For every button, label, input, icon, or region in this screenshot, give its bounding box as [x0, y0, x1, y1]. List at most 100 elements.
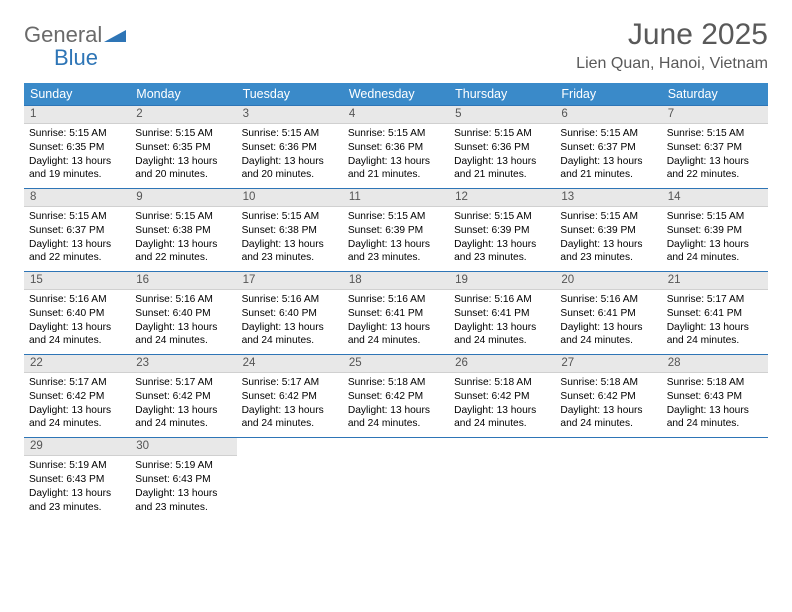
- sunrise-line: Sunrise: 5:16 AM: [135, 294, 213, 305]
- sunrise-line: Sunrise: 5:15 AM: [560, 211, 638, 222]
- day-content-cell: Sunrise: 5:15 AMSunset: 6:36 PMDaylight:…: [237, 124, 343, 189]
- day-content-cell: Sunrise: 5:18 AMSunset: 6:42 PMDaylight:…: [449, 373, 555, 438]
- sunrise-line: Sunrise: 5:17 AM: [242, 377, 320, 388]
- day-content-cell: Sunrise: 5:16 AMSunset: 6:41 PMDaylight:…: [449, 290, 555, 355]
- day-content-cell: Sunrise: 5:15 AMSunset: 6:38 PMDaylight:…: [130, 207, 236, 272]
- weekday-header: Sunday: [24, 83, 130, 106]
- sunset-line: Sunset: 6:39 PM: [667, 225, 742, 236]
- day-content-cell: Sunrise: 5:15 AMSunset: 6:37 PMDaylight:…: [555, 124, 661, 189]
- day-number-cell: 6: [555, 106, 661, 124]
- sunrise-line: Sunrise: 5:15 AM: [242, 211, 320, 222]
- weekday-header: Friday: [555, 83, 661, 106]
- day-content-cell: Sunrise: 5:18 AMSunset: 6:43 PMDaylight:…: [662, 373, 768, 438]
- day-number-cell: 14: [662, 189, 768, 207]
- daylight-line: Daylight: 13 hours and 24 minutes.: [29, 405, 111, 430]
- daylight-line: Daylight: 13 hours and 24 minutes.: [242, 322, 324, 347]
- day-number-cell: 8: [24, 189, 130, 207]
- daylight-line: Daylight: 13 hours and 24 minutes.: [667, 322, 749, 347]
- sunset-line: Sunset: 6:35 PM: [29, 142, 104, 153]
- sunset-line: Sunset: 6:40 PM: [135, 308, 210, 319]
- daylight-line: Daylight: 13 hours and 24 minutes.: [667, 239, 749, 264]
- logo-triangle-icon: [104, 28, 126, 47]
- day-content-cell: [449, 456, 555, 521]
- daylight-line: Daylight: 13 hours and 23 minutes.: [560, 239, 642, 264]
- day-number-cell: 26: [449, 355, 555, 373]
- day-number-cell: 19: [449, 272, 555, 290]
- day-number-cell: 28: [662, 355, 768, 373]
- sunrise-line: Sunrise: 5:15 AM: [135, 128, 213, 139]
- day-content-cell: Sunrise: 5:15 AMSunset: 6:37 PMDaylight:…: [24, 207, 130, 272]
- sunset-line: Sunset: 6:39 PM: [454, 225, 529, 236]
- day-content-cell: Sunrise: 5:17 AMSunset: 6:42 PMDaylight:…: [24, 373, 130, 438]
- location-text: Lien Quan, Hanoi, Vietnam: [576, 55, 768, 73]
- sunset-line: Sunset: 6:38 PM: [135, 225, 210, 236]
- daylight-line: Daylight: 13 hours and 24 minutes.: [454, 405, 536, 430]
- sunrise-line: Sunrise: 5:15 AM: [348, 211, 426, 222]
- day-number-cell: 17: [237, 272, 343, 290]
- sunrise-line: Sunrise: 5:18 AM: [454, 377, 532, 388]
- day-content-cell: Sunrise: 5:19 AMSunset: 6:43 PMDaylight:…: [130, 456, 236, 521]
- daylight-line: Daylight: 13 hours and 22 minutes.: [667, 156, 749, 181]
- daylight-line: Daylight: 13 hours and 24 minutes.: [454, 322, 536, 347]
- sunrise-line: Sunrise: 5:18 AM: [560, 377, 638, 388]
- sunset-line: Sunset: 6:43 PM: [667, 391, 742, 402]
- day-number-cell: 3: [237, 106, 343, 124]
- daylight-line: Daylight: 13 hours and 24 minutes.: [135, 405, 217, 430]
- sunset-line: Sunset: 6:42 PM: [135, 391, 210, 402]
- daylight-line: Daylight: 13 hours and 21 minutes.: [348, 156, 430, 181]
- sunrise-line: Sunrise: 5:19 AM: [29, 460, 107, 471]
- day-number-cell: 2: [130, 106, 236, 124]
- sunset-line: Sunset: 6:42 PM: [29, 391, 104, 402]
- sunset-line: Sunset: 6:41 PM: [348, 308, 423, 319]
- day-number-row: 2930: [24, 438, 768, 456]
- sunrise-line: Sunrise: 5:16 AM: [454, 294, 532, 305]
- day-number-cell: 21: [662, 272, 768, 290]
- sunset-line: Sunset: 6:41 PM: [667, 308, 742, 319]
- day-number-cell: [237, 438, 343, 456]
- calendar-page: General Blue June 2025 Lien Quan, Hanoi,…: [0, 0, 792, 538]
- day-number-cell: 10: [237, 189, 343, 207]
- month-title: June 2025: [576, 18, 768, 51]
- sunrise-line: Sunrise: 5:16 AM: [29, 294, 107, 305]
- sunset-line: Sunset: 6:37 PM: [667, 142, 742, 153]
- daylight-line: Daylight: 13 hours and 22 minutes.: [29, 239, 111, 264]
- day-number-cell: [662, 438, 768, 456]
- title-block: June 2025 Lien Quan, Hanoi, Vietnam: [576, 18, 768, 73]
- day-number-cell: 27: [555, 355, 661, 373]
- sunrise-line: Sunrise: 5:16 AM: [242, 294, 320, 305]
- day-content-cell: Sunrise: 5:15 AMSunset: 6:39 PMDaylight:…: [449, 207, 555, 272]
- day-content-row: Sunrise: 5:17 AM Sunset: 6:42 PM Daylight:…: [24, 373, 768, 438]
- day-number-cell: 11: [343, 189, 449, 207]
- daylight-line: Daylight: 13 hours and 24 minutes.: [348, 405, 430, 430]
- sunrise-line: Sunrise: 5:16 AM: [560, 294, 638, 305]
- sunrise-line: Sunrise: 5:15 AM: [348, 128, 426, 139]
- day-number-cell: [555, 438, 661, 456]
- day-content-cell: Sunrise: 5:17 AMSunset: 6:41 PMDaylight:…: [662, 290, 768, 355]
- day-content-cell: Sunrise: 5:17 AMSunset: 6:42 PMDaylight:…: [130, 373, 236, 438]
- day-number-cell: [343, 438, 449, 456]
- day-number-cell: 7: [662, 106, 768, 124]
- sunset-line: Sunset: 6:39 PM: [348, 225, 423, 236]
- sunset-line: Sunset: 6:40 PM: [242, 308, 317, 319]
- daylight-line: Daylight: 13 hours and 23 minutes.: [135, 488, 217, 513]
- sunset-line: Sunset: 6:36 PM: [454, 142, 529, 153]
- day-number-row: 15161718192021: [24, 272, 768, 290]
- sunrise-line: Sunrise: 5:19 AM: [135, 460, 213, 471]
- daylight-line: Daylight: 13 hours and 20 minutes.: [135, 156, 217, 181]
- day-number-cell: 30: [130, 438, 236, 456]
- sunrise-line: Sunrise: 5:18 AM: [348, 377, 426, 388]
- day-number-cell: 15: [24, 272, 130, 290]
- day-content-cell: Sunrise: 5:16 AMSunset: 6:40 PMDaylight:…: [24, 290, 130, 355]
- day-content-cell: Sunrise: 5:18 AM Sunset: 6:42 PM Daylight:…: [343, 373, 449, 438]
- sunset-line: Sunset: 6:42 PM: [242, 391, 317, 402]
- sunset-line: Sunset: 6:43 PM: [29, 474, 104, 485]
- day-content-cell: Sunrise: 5:15 AMSunset: 6:36 PMDaylight:…: [343, 124, 449, 189]
- daylight-line: Daylight: 13 hours and 21 minutes.: [560, 156, 642, 181]
- day-content-cell: Sunrise: 5:19 AMSunset: 6:43 PMDaylight:…: [24, 456, 130, 521]
- daylight-line: Daylight: 13 hours and 20 minutes.: [242, 156, 324, 181]
- day-content-cell: Sunrise: 5:15 AMSunset: 6:38 PMDaylight:…: [237, 207, 343, 272]
- sunset-line: Sunset: 6:42 PM: [348, 391, 423, 402]
- day-content-cell: Sunrise: 5:16 AMSunset: 6:41 PMDaylight:…: [555, 290, 661, 355]
- daylight-line: Daylight: 13 hours and 24 minutes.: [348, 322, 430, 347]
- sunrise-line: Sunrise: 5:15 AM: [135, 211, 213, 222]
